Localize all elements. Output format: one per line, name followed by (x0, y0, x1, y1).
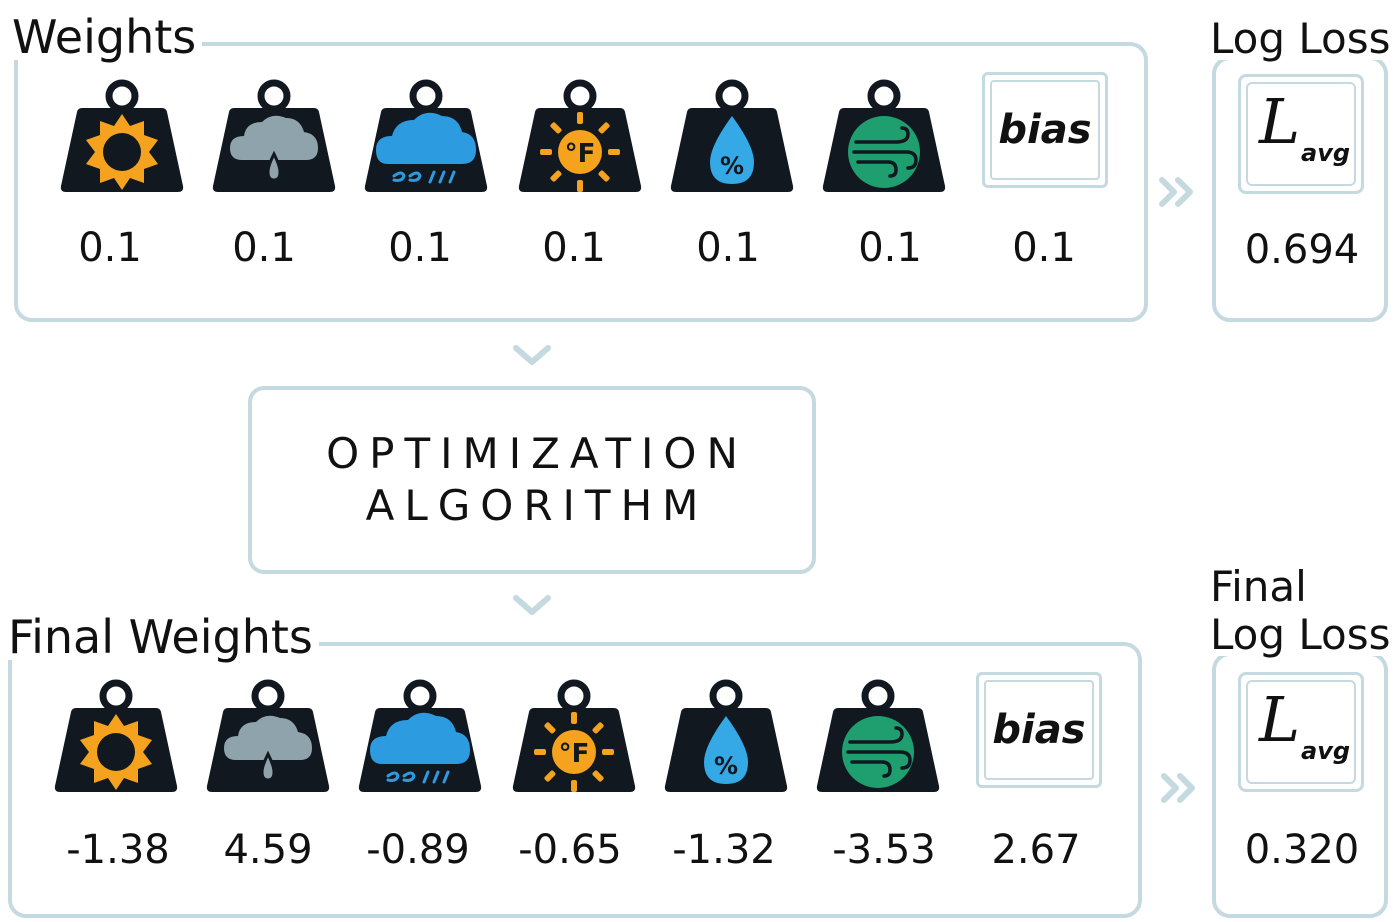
temperature-fahrenheit-icon (512, 678, 636, 794)
weight-value: 0.1 (542, 225, 606, 271)
optimizer-line-2: ALGORITHM (365, 481, 709, 530)
temperature-fahrenheit-icon (518, 78, 642, 194)
wind-icon (822, 78, 946, 194)
optimization-algorithm-box: OPTIMIZATION ALGORITHM (248, 386, 816, 574)
weight-value: 0.1 (78, 225, 142, 271)
cloud-wind-rain-icon (364, 78, 488, 194)
final-weight-value: -1.32 (672, 827, 776, 873)
final-weight-value: -0.89 (366, 827, 470, 873)
weight-sun (54, 678, 178, 794)
cloud-rain-icon (212, 78, 336, 194)
weight-value: 0.1 (388, 225, 452, 271)
loss-symbol: L (1259, 85, 1301, 158)
loss-symbol: L (1259, 683, 1301, 756)
loss-subscript: avg (1301, 737, 1351, 765)
weight-wind (822, 78, 946, 194)
final-weights-title: Final Weights (4, 614, 319, 660)
final-log-loss-title-line-2: Log Loss (1206, 614, 1397, 656)
loss-symbol-box: L avg (1238, 672, 1364, 792)
loss-subscript: avg (1301, 139, 1351, 167)
chevron-down-icon (512, 594, 552, 618)
optimizer-line-1: OPTIMIZATION (326, 428, 748, 478)
final-weight-value: -1.38 (66, 827, 170, 873)
sun-icon (54, 678, 178, 794)
weight-sun (60, 78, 184, 194)
weight-value: 0.1 (858, 225, 922, 271)
bias-box: bias (976, 672, 1102, 788)
weight-wind (816, 678, 940, 794)
humidity-drop-icon (664, 678, 788, 794)
weight-value: 0.1 (696, 225, 760, 271)
weight-value: 0.1 (1012, 225, 1076, 271)
bias-label: bias (998, 107, 1092, 153)
weight-temperature (518, 78, 642, 194)
loss-symbol-box: L avg (1238, 74, 1364, 194)
final-weight-value: -0.65 (518, 827, 622, 873)
weight-cloud-rain (212, 78, 336, 194)
final-weight-value: 4.59 (223, 827, 313, 873)
loss-value: 0.694 (1244, 227, 1360, 273)
final-weight-value: 2.67 (991, 827, 1081, 873)
sun-icon (60, 78, 184, 194)
double-chevron-right-icon (1160, 772, 1200, 804)
weight-cloud-wind-rain (364, 78, 488, 194)
final-log-loss-title-line-1: Final (1206, 566, 1313, 608)
double-chevron-right-icon (1158, 176, 1198, 208)
weight-humidity (664, 678, 788, 794)
log-loss-title: Log Loss (1206, 18, 1397, 60)
chevron-down-icon (512, 344, 552, 368)
weight-cloud-wind-rain (358, 678, 482, 794)
bias-box: bias (982, 72, 1108, 188)
weight-cloud-rain (206, 678, 330, 794)
cloud-wind-rain-icon (358, 678, 482, 794)
bias-label: bias (992, 707, 1086, 753)
weight-temperature (512, 678, 636, 794)
humidity-drop-icon (670, 78, 794, 194)
weight-humidity (670, 78, 794, 194)
wind-icon (816, 678, 940, 794)
weights-title: Weights (8, 14, 203, 60)
final-weight-value: -3.53 (832, 827, 936, 873)
final-loss-value: 0.320 (1244, 827, 1360, 873)
cloud-rain-icon (206, 678, 330, 794)
weight-value: 0.1 (232, 225, 296, 271)
